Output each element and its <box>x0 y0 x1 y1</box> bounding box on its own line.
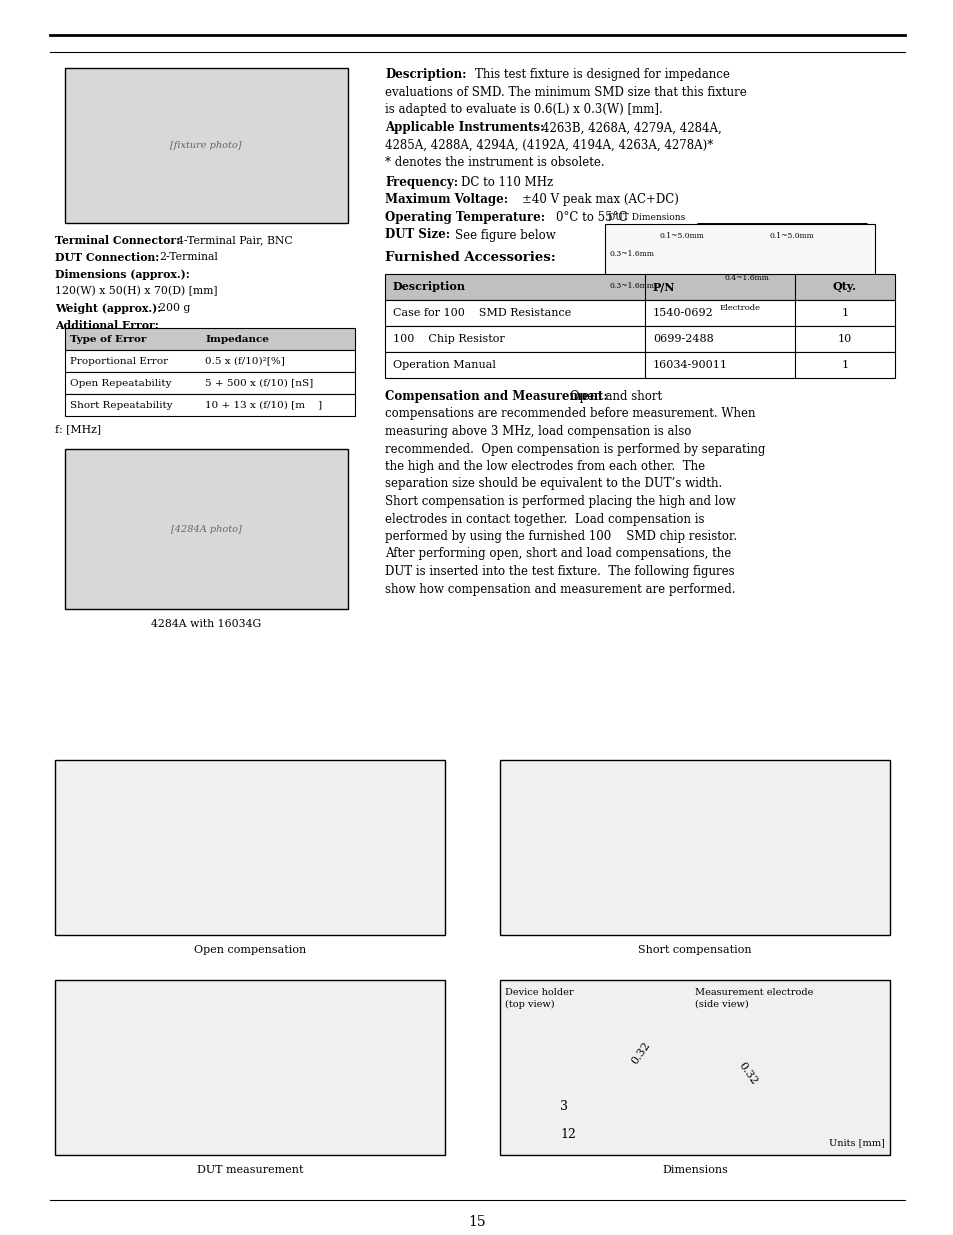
Bar <box>385 352 894 378</box>
Text: Maximum Voltage:: Maximum Voltage: <box>385 194 508 206</box>
Bar <box>499 981 889 1155</box>
Text: Additional Error:: Additional Error: <box>55 320 158 331</box>
Text: Operation Manual: Operation Manual <box>393 359 496 370</box>
Text: 4-Terminal Pair, BNC: 4-Terminal Pair, BNC <box>177 235 293 245</box>
Bar <box>385 326 894 352</box>
Text: Short compensation: Short compensation <box>638 945 751 955</box>
Text: 0699-2488: 0699-2488 <box>652 333 713 345</box>
Text: * denotes the instrument is obsolete.: * denotes the instrument is obsolete. <box>385 157 604 169</box>
Text: evaluations of SMD. The minimum SMD size that this fixture: evaluations of SMD. The minimum SMD size… <box>385 85 746 99</box>
Text: 0.32: 0.32 <box>629 1040 652 1066</box>
Text: 1: 1 <box>841 359 847 370</box>
Bar <box>55 760 444 935</box>
Bar <box>604 224 874 314</box>
Text: electrodes in contact together.  Load compensation is: electrodes in contact together. Load com… <box>385 513 703 526</box>
Bar <box>55 981 444 1155</box>
Text: 4263B, 4268A, 4279A, 4284A,: 4263B, 4268A, 4279A, 4284A, <box>541 121 721 135</box>
Text: Impedance: Impedance <box>205 335 269 343</box>
Text: 0.5 x (f/10)²[%]: 0.5 x (f/10)²[%] <box>205 357 285 366</box>
Text: Applicable Instruments:: Applicable Instruments: <box>385 121 544 135</box>
Text: Measurement electrode: Measurement electrode <box>695 988 813 997</box>
Bar <box>385 300 894 326</box>
Text: ±40 V peak max (AC+DC): ±40 V peak max (AC+DC) <box>521 194 679 206</box>
Text: Description:: Description: <box>385 68 466 82</box>
Text: This test fixture is designed for impedance: This test fixture is designed for impeda… <box>475 68 729 82</box>
Text: the high and the low electrodes from each other.  The: the high and the low electrodes from eac… <box>385 459 704 473</box>
Text: Case for 100    SMD Resistance: Case for 100 SMD Resistance <box>393 308 571 317</box>
Text: Dimensions (approx.):: Dimensions (approx.): <box>55 269 190 280</box>
Text: DC to 110 MHz: DC to 110 MHz <box>460 177 553 189</box>
Text: Type of Error: Type of Error <box>70 335 146 343</box>
Text: measuring above 3 MHz, load compensation is also: measuring above 3 MHz, load compensation… <box>385 425 691 438</box>
Text: See figure below: See figure below <box>455 228 556 242</box>
Text: DUT is inserted into the test fixture.  The following figures: DUT is inserted into the test fixture. T… <box>385 564 734 578</box>
Text: Proportional Error: Proportional Error <box>70 357 168 366</box>
Text: Terminal Connector:: Terminal Connector: <box>55 235 180 246</box>
Text: Weight (approx.):: Weight (approx.): <box>55 303 161 314</box>
Text: 12: 12 <box>559 1128 576 1141</box>
Text: 0.1~5.0mm: 0.1~5.0mm <box>769 231 814 240</box>
Text: P/N: P/N <box>652 282 675 293</box>
Text: Dimensions: Dimensions <box>661 1165 727 1174</box>
Text: Compensation and Measurement:: Compensation and Measurement: <box>385 390 607 403</box>
Text: (top view): (top view) <box>504 1000 554 1009</box>
Text: DUT Connection:: DUT Connection: <box>55 252 159 263</box>
Text: separation size should be equivalent to the DUT’s width.: separation size should be equivalent to … <box>385 478 721 490</box>
Bar <box>385 274 894 300</box>
Text: Short Repeatability: Short Repeatability <box>70 400 172 410</box>
Text: Electrode: Electrode <box>720 304 760 311</box>
Text: 4285A, 4288A, 4294A, (4192A, 4194A, 4263A, 4278A)*: 4285A, 4288A, 4294A, (4192A, 4194A, 4263… <box>385 140 713 152</box>
Text: 10: 10 <box>837 333 851 345</box>
Text: Description: Description <box>393 282 465 293</box>
Bar <box>65 394 355 416</box>
Text: Open and short: Open and short <box>569 390 661 403</box>
Text: show how compensation and measurement are performed.: show how compensation and measurement ar… <box>385 583 735 595</box>
Text: 3: 3 <box>559 1100 567 1113</box>
Text: 0.4~1.6mm: 0.4~1.6mm <box>724 273 769 282</box>
Text: 1: 1 <box>841 308 847 317</box>
Text: 16034-90011: 16034-90011 <box>652 359 727 370</box>
Text: 120(W) x 50(H) x 70(D) [mm]: 120(W) x 50(H) x 70(D) [mm] <box>55 287 217 296</box>
Text: Qty.: Qty. <box>832 282 856 293</box>
Text: DUT Dimensions: DUT Dimensions <box>607 212 684 221</box>
Text: is adapted to evaluate is 0.6(L) x 0.3(W) [mm].: is adapted to evaluate is 0.6(L) x 0.3(W… <box>385 103 662 116</box>
Text: Short compensation is performed placing the high and low: Short compensation is performed placing … <box>385 495 735 508</box>
Text: [4284A photo]: [4284A photo] <box>171 525 241 534</box>
Bar <box>65 450 348 609</box>
Text: 10 + 13 x (f/10) [m    ]: 10 + 13 x (f/10) [m ] <box>205 400 322 410</box>
Bar <box>499 760 889 935</box>
Text: 0.1~5.0mm: 0.1~5.0mm <box>659 231 704 240</box>
Text: Open compensation: Open compensation <box>193 945 306 955</box>
Text: DUT Size:: DUT Size: <box>385 228 450 242</box>
Bar <box>65 329 355 350</box>
Text: 0.3~1.6mm: 0.3~1.6mm <box>609 282 655 289</box>
Text: f: [MHz]: f: [MHz] <box>55 424 101 433</box>
Text: 5 + 500 x (f/10) [nS]: 5 + 500 x (f/10) [nS] <box>205 378 313 388</box>
Text: 0.3~1.6mm: 0.3~1.6mm <box>609 249 655 258</box>
Text: Open Repeatability: Open Repeatability <box>70 378 172 388</box>
Text: DUT measurement: DUT measurement <box>196 1165 303 1174</box>
Text: Frequency:: Frequency: <box>385 177 457 189</box>
Text: Operating Temperature:: Operating Temperature: <box>385 211 544 224</box>
Text: Units [mm]: Units [mm] <box>828 1137 884 1147</box>
Text: 200 g: 200 g <box>159 303 191 312</box>
Text: 1540-0692: 1540-0692 <box>652 308 713 317</box>
Text: performed by using the furnished 100    SMD chip resistor.: performed by using the furnished 100 SMD… <box>385 530 737 543</box>
Text: Furnished Accessories:: Furnished Accessories: <box>385 251 556 264</box>
Text: 2-Terminal: 2-Terminal <box>159 252 217 262</box>
Bar <box>65 372 355 394</box>
Text: [fixture photo]: [fixture photo] <box>170 141 241 149</box>
Text: recommended.  Open compensation is performed by separating: recommended. Open compensation is perfor… <box>385 442 764 456</box>
Text: 0.32: 0.32 <box>736 1060 759 1086</box>
Text: 15: 15 <box>468 1215 485 1229</box>
Text: 4284A with 16034G: 4284A with 16034G <box>151 619 261 629</box>
Text: (side view): (side view) <box>695 1000 748 1009</box>
Text: After performing open, short and load compensations, the: After performing open, short and load co… <box>385 547 731 561</box>
Text: 100    Chip Resistor: 100 Chip Resistor <box>393 333 504 345</box>
Bar <box>65 350 355 372</box>
Bar <box>65 68 348 224</box>
Text: 0°C to 55°C: 0°C to 55°C <box>556 211 627 224</box>
Text: compensations are recommended before measurement. When: compensations are recommended before mea… <box>385 408 755 420</box>
Text: Device holder: Device holder <box>504 988 573 997</box>
